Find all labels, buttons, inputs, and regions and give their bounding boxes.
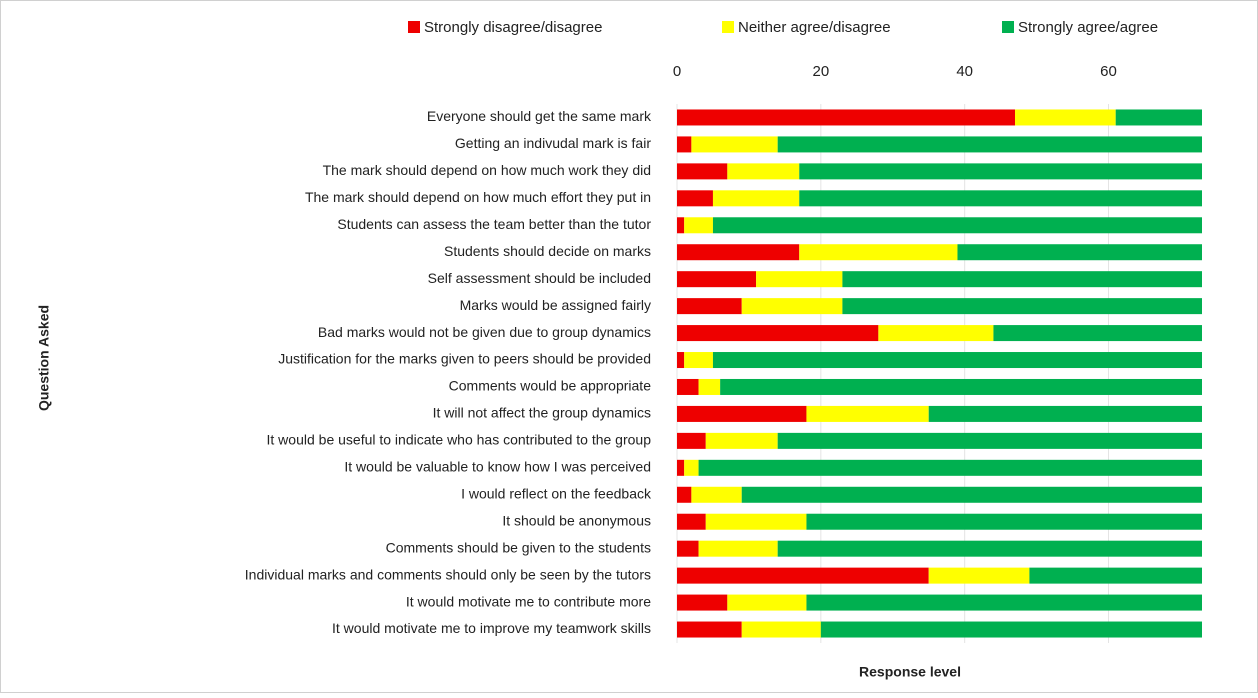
bar-segment [691,136,778,153]
bar-segment [806,594,1202,611]
bar-segment [712,190,800,207]
bar-segment [777,432,1202,449]
bar-segment [684,459,699,476]
bar-segment [677,190,713,207]
y-tick-label: Students should decide on marks [444,243,651,259]
bar-segment [756,271,843,288]
bar-segment [777,136,1202,153]
bar-segment [677,136,692,153]
y-axis-label: Question Asked [36,305,52,411]
bar-segment [712,352,1202,369]
bar-segment [684,217,713,234]
x-tick-label: 40 [956,63,973,80]
y-tick-label: It would motivate me to improve my teamw… [332,620,651,636]
bar-segment [799,163,1202,180]
bar-segment [677,325,879,342]
bar-segment [677,244,800,261]
bar-segment [677,567,929,584]
bar-segment [677,432,706,449]
legend-label: Strongly agree/agree [1018,19,1158,36]
y-tick-label: Bad marks would not be given due to grou… [318,324,651,340]
bar-segment [720,378,1202,395]
bar-segment [928,567,1030,584]
bar-segment [677,513,706,530]
y-tick-label: Everyone should get the same mark [427,108,652,124]
bar-segment [677,459,685,476]
bar-segment [727,163,800,180]
bar-segment [806,513,1202,530]
bar-segment [677,405,807,422]
bar-segment [878,325,994,342]
bar-segment [698,540,778,557]
x-tick-label: 60 [1100,63,1117,80]
bar-segment [741,486,1202,503]
bar-segment [1015,109,1116,126]
bar-segment [799,244,958,261]
bar-segment [842,298,1202,315]
bar-segment [684,352,713,369]
bar-segment [820,621,1202,638]
bar-segment [698,459,1202,476]
y-tick-label: Comments should be given to the students [386,539,651,555]
y-tick-label: I would reflect on the feedback [461,485,652,501]
legend-swatch [722,21,734,33]
bar-segment [677,378,699,395]
bar-segment [677,271,757,288]
bar-segment [1029,567,1202,584]
bar-segment [741,621,821,638]
y-tick-label: Self assessment should be included [428,270,651,286]
bar-segment [842,271,1202,288]
x-tick-label: 0 [673,63,681,80]
y-tick-label: It should be anonymous [502,512,651,528]
legend-swatch [1002,21,1014,33]
x-axis-label: Response level [859,664,961,680]
y-tick-label: It would motivate me to contribute more [406,593,651,609]
y-tick-label: Marks would be assigned fairly [460,297,651,313]
bar-segment [677,298,742,315]
y-tick-label: It will not affect the group dynamics [433,405,651,421]
bar-segment [993,325,1202,342]
y-tick-label: Getting an indivudal mark is fair [455,135,651,151]
y-tick-label: Comments would be appropriate [449,378,652,394]
y-tick-label: The mark should depend on how much effor… [305,189,651,205]
bar-segment [727,594,807,611]
legend-label: Strongly disagree/disagree [424,19,602,36]
y-tick-label: It would be useful to indicate who has c… [267,432,652,448]
bar-segment [677,486,692,503]
bar-segment [677,352,685,369]
bar-segment [799,190,1202,207]
y-tick-label: It would be valuable to know how I was p… [344,459,651,475]
bar-segment [698,378,721,395]
bar-segment [677,540,699,557]
bar-segment [677,163,728,180]
bar-segment [677,594,728,611]
legend-label: Neither agree/disagree [738,19,891,36]
bar-segment [712,217,1202,234]
y-tick-label: Justification for the marks given to pee… [278,351,651,367]
y-tick-label: The mark should depend on how much work … [323,162,651,178]
legend-swatch [408,21,420,33]
bar-segment [777,540,1202,557]
x-tick-label: 20 [812,63,829,80]
bar-segment [691,486,742,503]
bar-segment [677,217,685,234]
bar-segment [741,298,843,315]
y-tick-label: Students can assess the team better than… [337,216,651,232]
bar-segment [928,405,1202,422]
bar-segment [677,621,742,638]
bar-segment [705,513,807,530]
bar-segment [705,432,778,449]
bar-segment [1115,109,1202,126]
bar-segment [957,244,1202,261]
y-tick-label: Individual marks and comments should onl… [245,566,651,582]
bar-segment [806,405,929,422]
bar-segment [677,109,1016,126]
